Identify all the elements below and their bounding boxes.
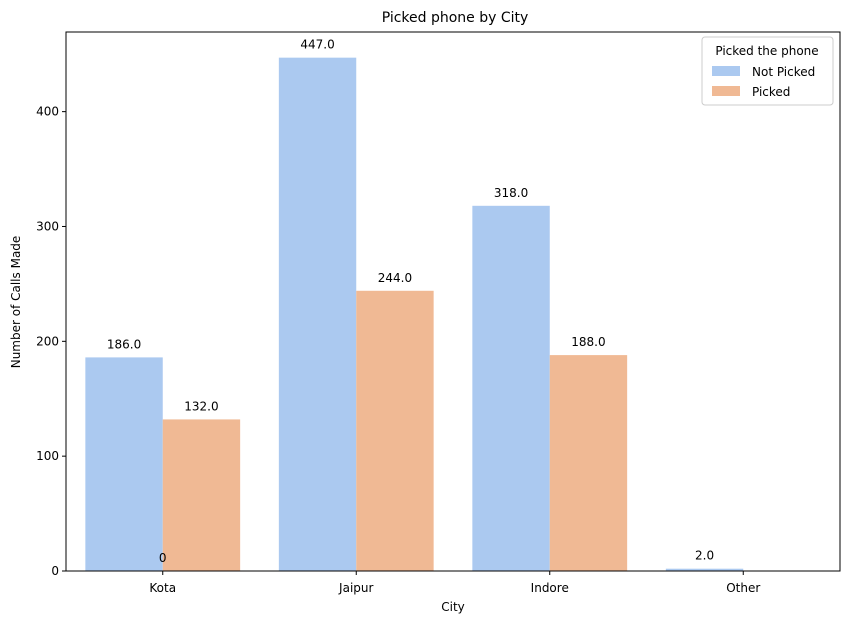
bar-picked-kota: [162, 419, 241, 571]
bar-not-picked-indore: [472, 205, 550, 571]
data-label: 318.0: [494, 186, 528, 200]
bar-not-picked-jaipur: [278, 57, 357, 571]
x-tick-label: Other: [726, 581, 760, 595]
data-label: 2.0: [695, 549, 714, 563]
bar-picked-jaipur: [356, 290, 434, 571]
x-tick-label: Jaipur: [338, 581, 373, 595]
legend-title: Picked the phone: [715, 44, 818, 58]
axes: [65, 31, 841, 572]
y-tick-label: 300: [36, 219, 59, 233]
bars: [85, 57, 744, 571]
legend-label: Picked: [752, 85, 790, 99]
x-tick-label: Kota: [149, 581, 176, 595]
legend: Picked the phone Not Picked Picked: [701, 36, 834, 106]
data-label: 244.0: [378, 271, 412, 285]
y-tick-label: 200: [36, 334, 59, 348]
y-tick-label: 100: [36, 449, 59, 463]
legend-swatch: [712, 66, 740, 76]
y-axis-label: Number of Calls Made: [9, 236, 23, 369]
legend-label: Not Picked: [752, 65, 815, 79]
bar-not-picked-kota: [85, 357, 163, 571]
data-label: 447.0: [300, 38, 334, 52]
chart-title: Picked phone by City: [382, 10, 529, 26]
data-labels: 186.0 447.0 318.0 2.0 132.0 244.0 188.0 0: [107, 38, 714, 565]
bar-picked-indore: [549, 355, 628, 571]
x-axis-label: City: [441, 600, 465, 614]
data-label: 188.0: [571, 335, 605, 349]
y-axis-ticks: 0 100 200 300 400: [36, 105, 66, 578]
legend-swatch: [712, 86, 740, 96]
plot-frame: [65, 31, 841, 572]
x-axis-ticks: Kota Jaipur Indore Other: [149, 571, 760, 595]
legend-entries: Not Picked Picked: [712, 65, 815, 99]
bar-not-picked-other: [665, 568, 744, 571]
x-tick-label: Indore: [531, 581, 569, 595]
y-tick-label: 0: [51, 564, 59, 578]
y-tick-label: 400: [36, 105, 59, 119]
data-label: 186.0: [107, 337, 141, 351]
data-label: 132.0: [184, 399, 218, 413]
data-label: 0: [159, 551, 167, 565]
